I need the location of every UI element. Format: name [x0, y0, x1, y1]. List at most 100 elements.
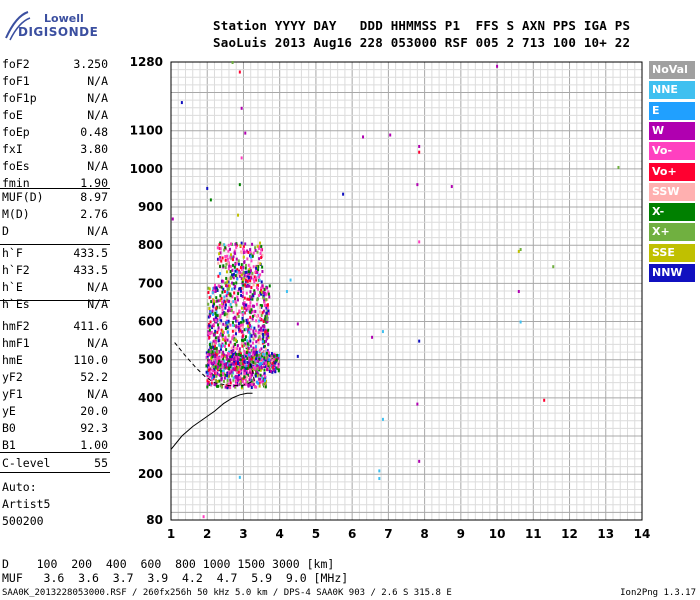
echo-point [252, 365, 255, 369]
echo-point [260, 304, 263, 308]
echo-point [219, 247, 222, 251]
echo-point [233, 286, 236, 290]
echo-point [223, 243, 226, 247]
echo-point [225, 355, 228, 359]
echo-point [215, 310, 218, 314]
param-name: D [2, 224, 9, 238]
echo-point [228, 363, 231, 367]
echo-point [389, 133, 392, 137]
echo-point [235, 325, 238, 329]
echo-point [268, 284, 271, 288]
echo-point [248, 297, 251, 301]
echo-point [227, 312, 230, 316]
echo-point [265, 303, 268, 307]
echo-point [362, 135, 365, 139]
echo-point [255, 276, 258, 280]
param-value: N/A [87, 336, 108, 350]
echo-point [240, 386, 243, 390]
logo-line1: Lowell [44, 12, 84, 25]
echo-point [271, 361, 274, 365]
echo-point [228, 247, 231, 251]
echo-point [237, 358, 240, 362]
echo-point [274, 361, 277, 365]
echo-point [229, 355, 232, 359]
echo-point [233, 251, 236, 255]
echo-point [242, 291, 245, 295]
echo-point [212, 365, 215, 369]
x-tick-label: 5 [312, 527, 320, 541]
echo-point [249, 301, 252, 305]
echo-point [265, 336, 268, 340]
param-name: hmE [2, 353, 23, 367]
echo-point [230, 374, 233, 378]
echo-point [214, 316, 217, 320]
echo-point [247, 360, 250, 364]
echo-point [241, 384, 244, 388]
echo-point [209, 341, 212, 345]
echo-point [241, 342, 244, 346]
echo-point [262, 290, 265, 294]
echo-point [252, 304, 255, 308]
echo-point [265, 361, 268, 365]
echo-point [224, 258, 227, 262]
param-fof1: foF1 N/A [2, 74, 108, 91]
echo-point [247, 350, 250, 354]
echo-point [229, 359, 232, 363]
echo-point [221, 342, 224, 346]
echo-point [246, 318, 249, 322]
echo-point [250, 363, 253, 367]
y-tick-label: 1280 [130, 55, 163, 69]
echo-point [226, 298, 229, 302]
echo-point [276, 353, 279, 357]
echo-point [264, 385, 267, 389]
echo-point [207, 332, 210, 336]
echo-point [222, 322, 225, 326]
echo-point [262, 364, 265, 368]
echo-point [261, 270, 264, 274]
echo-point [266, 317, 269, 321]
echo-point [245, 344, 248, 348]
echo-point [231, 355, 234, 359]
echo-point [229, 308, 232, 312]
echo-point [248, 383, 251, 387]
echo-point [246, 257, 249, 261]
echo-point [226, 378, 229, 382]
echo-point [244, 250, 247, 254]
echo-point [235, 379, 238, 383]
echo-point [210, 345, 213, 349]
echo-point [257, 324, 260, 328]
param-name: fxI [2, 142, 23, 156]
echo-point [217, 339, 220, 343]
echo-point [213, 302, 216, 306]
echo-point [245, 270, 248, 274]
echo-point [255, 278, 258, 282]
echo-point [235, 243, 238, 247]
echo-point [266, 286, 269, 290]
echo-point [238, 475, 241, 479]
echo-point [234, 297, 237, 301]
echo-point [253, 366, 256, 370]
echo-point [226, 357, 229, 361]
echo-point [262, 286, 265, 290]
echo-point [244, 278, 247, 282]
echo-point [221, 256, 224, 260]
echo-point [260, 280, 263, 284]
echo-point [238, 287, 241, 291]
echo-point [226, 280, 229, 284]
echo-point [250, 308, 253, 312]
echo-point [218, 321, 221, 325]
echo-point [208, 352, 211, 356]
echo-point [263, 300, 266, 304]
echo-point [219, 315, 222, 319]
echo-point [250, 276, 253, 280]
echo-point [235, 357, 238, 361]
echo-point [249, 354, 252, 358]
echo-point [219, 365, 222, 369]
antenna-icon [5, 11, 31, 41]
echo-point [223, 248, 226, 252]
x-tick-label: 3 [239, 527, 247, 541]
echo-point [264, 374, 267, 378]
distance-row: D 100 200 400 600 800 1000 1500 3000 [km… [2, 557, 335, 571]
y-tick-label: 300 [138, 429, 163, 443]
echo-point [244, 263, 247, 267]
